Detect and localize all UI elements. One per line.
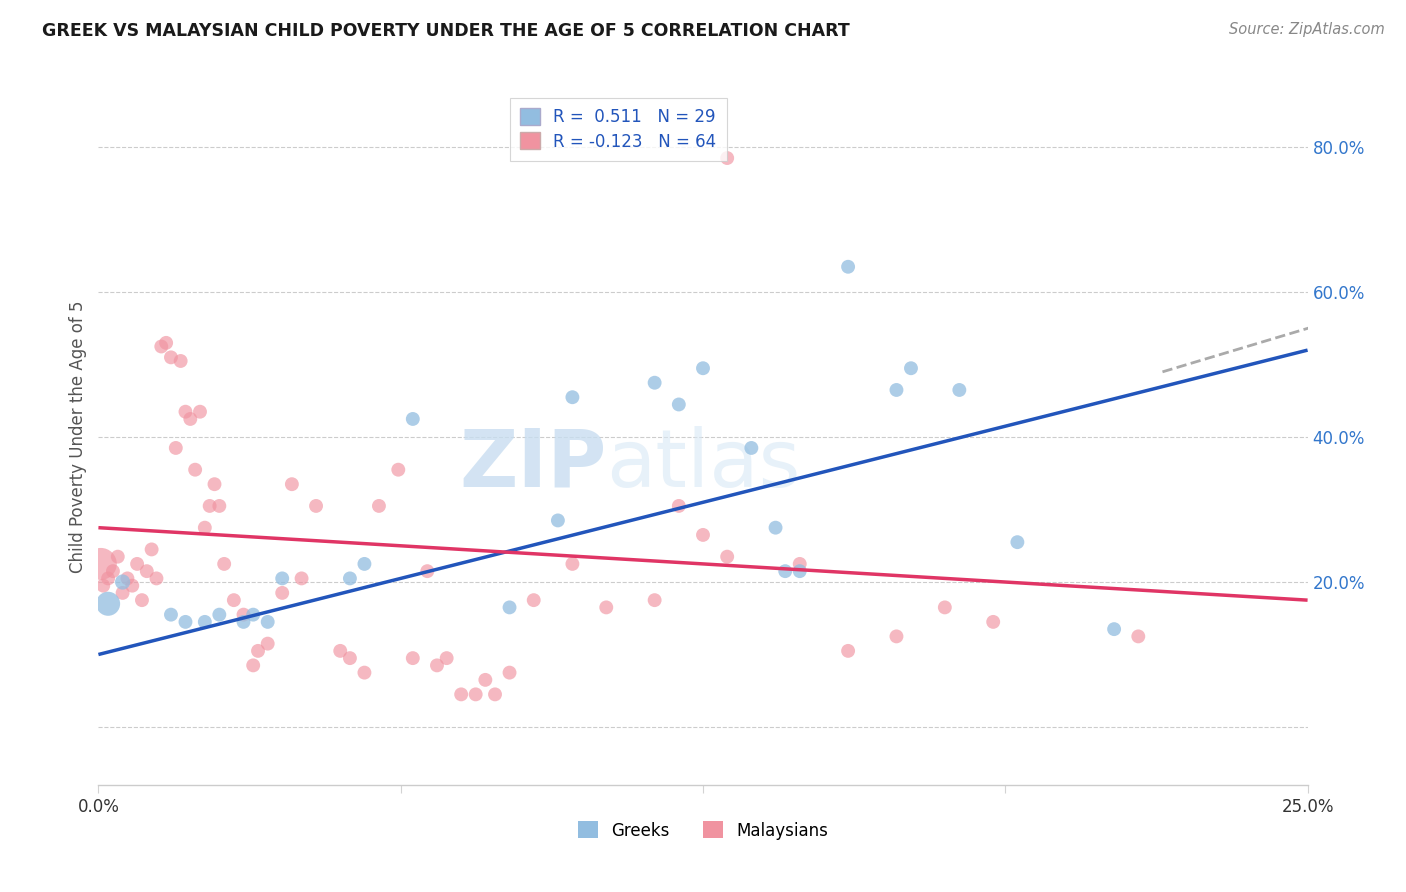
Point bbox=[981, 615, 1004, 629]
Point bbox=[135, 564, 157, 578]
Text: ZIP: ZIP bbox=[458, 425, 606, 504]
Point bbox=[160, 607, 183, 622]
Point bbox=[789, 557, 811, 571]
Point bbox=[121, 579, 143, 593]
Point bbox=[773, 564, 796, 578]
Point bbox=[256, 615, 278, 629]
Point bbox=[107, 549, 129, 564]
Point bbox=[498, 665, 520, 680]
Point bbox=[474, 673, 496, 687]
Point bbox=[339, 651, 361, 665]
Point bbox=[232, 615, 254, 629]
Point bbox=[101, 564, 124, 578]
Point bbox=[561, 557, 583, 571]
Point bbox=[1007, 535, 1029, 549]
Point bbox=[523, 593, 546, 607]
Point bbox=[179, 412, 201, 426]
Point bbox=[194, 615, 217, 629]
Point bbox=[256, 637, 278, 651]
Point bbox=[464, 687, 486, 701]
Point bbox=[498, 600, 520, 615]
Point bbox=[402, 651, 425, 665]
Point bbox=[155, 335, 177, 350]
Point bbox=[232, 607, 254, 622]
Point bbox=[692, 361, 714, 376]
Point bbox=[668, 499, 690, 513]
Point bbox=[644, 376, 666, 390]
Point bbox=[484, 687, 506, 701]
Point bbox=[368, 499, 391, 513]
Point bbox=[271, 586, 294, 600]
Point bbox=[426, 658, 449, 673]
Point bbox=[1128, 629, 1150, 643]
Point bbox=[644, 593, 666, 607]
Point bbox=[150, 339, 173, 353]
Point bbox=[402, 412, 425, 426]
Point bbox=[97, 597, 120, 611]
Point bbox=[789, 564, 811, 578]
Point bbox=[387, 463, 409, 477]
Point bbox=[595, 600, 617, 615]
Point bbox=[837, 644, 859, 658]
Point bbox=[127, 557, 149, 571]
Point bbox=[436, 651, 458, 665]
Point bbox=[837, 260, 859, 274]
Point bbox=[740, 441, 762, 455]
Point bbox=[765, 521, 787, 535]
Point bbox=[886, 383, 908, 397]
Point bbox=[145, 571, 167, 585]
Point bbox=[271, 571, 294, 585]
Point bbox=[90, 557, 112, 571]
Point bbox=[198, 499, 221, 513]
Point bbox=[450, 687, 472, 701]
Point bbox=[716, 151, 738, 165]
Point bbox=[131, 593, 153, 607]
Point bbox=[242, 607, 264, 622]
Point bbox=[208, 499, 231, 513]
Point bbox=[290, 571, 312, 585]
Point bbox=[353, 557, 375, 571]
Text: Source: ZipAtlas.com: Source: ZipAtlas.com bbox=[1229, 22, 1385, 37]
Point bbox=[247, 644, 270, 658]
Point bbox=[305, 499, 328, 513]
Point bbox=[242, 658, 264, 673]
Point bbox=[174, 405, 197, 419]
Point bbox=[900, 361, 922, 376]
Point bbox=[188, 405, 211, 419]
Point bbox=[194, 521, 217, 535]
Point bbox=[222, 593, 245, 607]
Point bbox=[692, 528, 714, 542]
Point bbox=[716, 549, 738, 564]
Point bbox=[353, 665, 375, 680]
Point bbox=[174, 615, 197, 629]
Point bbox=[547, 513, 569, 527]
Point bbox=[934, 600, 956, 615]
Text: atlas: atlas bbox=[606, 425, 800, 504]
Point bbox=[1102, 622, 1125, 636]
Point bbox=[141, 542, 163, 557]
Point bbox=[948, 383, 970, 397]
Point bbox=[416, 564, 439, 578]
Point bbox=[212, 557, 235, 571]
Point bbox=[169, 354, 191, 368]
Point bbox=[329, 644, 352, 658]
Point bbox=[886, 629, 908, 643]
Point bbox=[339, 571, 361, 585]
Point bbox=[160, 351, 183, 365]
Text: GREEK VS MALAYSIAN CHILD POVERTY UNDER THE AGE OF 5 CORRELATION CHART: GREEK VS MALAYSIAN CHILD POVERTY UNDER T… bbox=[42, 22, 851, 40]
Point bbox=[91, 579, 114, 593]
Point bbox=[117, 571, 139, 585]
Point bbox=[184, 463, 207, 477]
Point bbox=[97, 571, 120, 585]
Point bbox=[208, 607, 231, 622]
Point bbox=[111, 574, 134, 589]
Point bbox=[668, 397, 690, 411]
Y-axis label: Child Poverty Under the Age of 5: Child Poverty Under the Age of 5 bbox=[69, 301, 87, 574]
Legend: Greeks, Malaysians: Greeks, Malaysians bbox=[571, 814, 835, 847]
Point bbox=[281, 477, 304, 491]
Point bbox=[111, 586, 134, 600]
Point bbox=[204, 477, 226, 491]
Point bbox=[561, 390, 583, 404]
Point bbox=[165, 441, 187, 455]
